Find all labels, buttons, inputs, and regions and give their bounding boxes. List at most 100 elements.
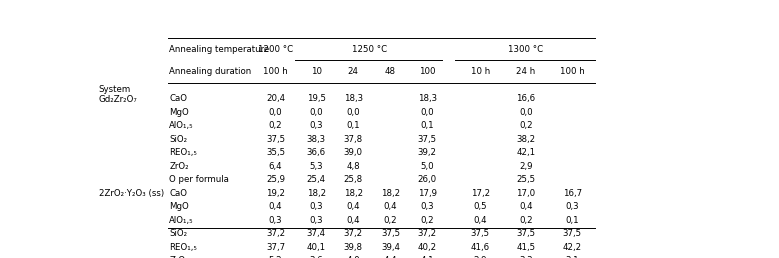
Text: Annealing temperature: Annealing temperature xyxy=(169,45,270,54)
Text: MgO: MgO xyxy=(169,202,189,211)
Text: AlO₁,₅: AlO₁,₅ xyxy=(169,216,194,224)
Text: 39,4: 39,4 xyxy=(381,243,400,252)
Text: 18,2: 18,2 xyxy=(344,189,363,198)
Text: REO₁,₅: REO₁,₅ xyxy=(169,243,197,252)
Text: 17,9: 17,9 xyxy=(418,189,437,198)
Text: 1300 °C: 1300 °C xyxy=(508,45,543,54)
Text: 20,4: 20,4 xyxy=(266,94,285,103)
Text: CaO: CaO xyxy=(169,189,187,198)
Text: 41,6: 41,6 xyxy=(471,243,490,252)
Text: 0,5: 0,5 xyxy=(474,202,487,211)
Text: 37,5: 37,5 xyxy=(562,229,582,238)
Text: 19,5: 19,5 xyxy=(307,94,326,103)
Text: 0,3: 0,3 xyxy=(421,202,434,211)
Text: 3,3: 3,3 xyxy=(520,256,533,258)
Text: 18,3: 18,3 xyxy=(418,94,437,103)
Text: 10 h: 10 h xyxy=(471,67,490,76)
Text: 24: 24 xyxy=(348,67,359,76)
Text: 39,2: 39,2 xyxy=(418,148,437,157)
Text: 2,9: 2,9 xyxy=(520,162,533,171)
Text: 42,2: 42,2 xyxy=(562,243,582,252)
Text: 36,6: 36,6 xyxy=(307,148,326,157)
Text: SiO₂: SiO₂ xyxy=(169,229,187,238)
Text: 18,2: 18,2 xyxy=(381,189,400,198)
Text: 0,1: 0,1 xyxy=(347,121,360,130)
Text: 19,2: 19,2 xyxy=(266,189,285,198)
Text: 0,2: 0,2 xyxy=(384,216,397,224)
Text: 37,5: 37,5 xyxy=(418,134,437,143)
Text: AlO₁,₅: AlO₁,₅ xyxy=(169,121,194,130)
Text: 35,5: 35,5 xyxy=(266,148,285,157)
Text: 1200 °C: 1200 °C xyxy=(258,45,293,54)
Text: 25,9: 25,9 xyxy=(266,175,285,184)
Text: 0,2: 0,2 xyxy=(520,216,533,224)
Text: 0,3: 0,3 xyxy=(269,216,282,224)
Text: SiO₂: SiO₂ xyxy=(169,134,187,143)
Text: System: System xyxy=(99,85,131,94)
Text: 0,0: 0,0 xyxy=(421,108,434,117)
Text: 38,3: 38,3 xyxy=(307,134,326,143)
Text: O per formula: O per formula xyxy=(169,175,229,184)
Text: 0,0: 0,0 xyxy=(520,108,533,117)
Text: 0,2: 0,2 xyxy=(269,121,282,130)
Text: 16,6: 16,6 xyxy=(516,94,536,103)
Text: 37,5: 37,5 xyxy=(266,134,285,143)
Text: 4,8: 4,8 xyxy=(347,162,360,171)
Text: 0,4: 0,4 xyxy=(474,216,487,224)
Text: 10: 10 xyxy=(311,67,322,76)
Text: CaO: CaO xyxy=(169,94,187,103)
Text: 100 h: 100 h xyxy=(560,67,584,76)
Text: 5,0: 5,0 xyxy=(421,162,434,171)
Text: 0,3: 0,3 xyxy=(309,121,323,130)
Text: 37,5: 37,5 xyxy=(381,229,400,238)
Text: 0,3: 0,3 xyxy=(309,216,323,224)
Text: 2,9: 2,9 xyxy=(474,256,487,258)
Text: 37,4: 37,4 xyxy=(307,229,326,238)
Text: 25,8: 25,8 xyxy=(344,175,363,184)
Text: 17,0: 17,0 xyxy=(516,189,536,198)
Text: ZrO₂: ZrO₂ xyxy=(169,162,189,171)
Text: 39,8: 39,8 xyxy=(344,243,363,252)
Text: 100 h: 100 h xyxy=(263,67,288,76)
Text: 40,2: 40,2 xyxy=(418,243,437,252)
Text: 42,1: 42,1 xyxy=(516,148,536,157)
Text: 4,0: 4,0 xyxy=(347,256,360,258)
Text: 0,0: 0,0 xyxy=(269,108,282,117)
Text: 0,2: 0,2 xyxy=(421,216,434,224)
Text: 26,0: 26,0 xyxy=(418,175,437,184)
Text: 0,3: 0,3 xyxy=(566,202,579,211)
Text: 5,2: 5,2 xyxy=(269,256,282,258)
Text: REO₁,₅: REO₁,₅ xyxy=(169,148,197,157)
Text: 0,4: 0,4 xyxy=(520,202,533,211)
Text: 18,3: 18,3 xyxy=(344,94,363,103)
Text: 5,3: 5,3 xyxy=(309,162,323,171)
Text: 4,4: 4,4 xyxy=(384,256,397,258)
Text: 40,1: 40,1 xyxy=(307,243,326,252)
Text: Annealing duration: Annealing duration xyxy=(169,67,252,76)
Text: 39,0: 39,0 xyxy=(344,148,363,157)
Text: 17,2: 17,2 xyxy=(471,189,490,198)
Text: 18,2: 18,2 xyxy=(307,189,326,198)
Text: 100: 100 xyxy=(419,67,435,76)
Text: 0,4: 0,4 xyxy=(384,202,397,211)
Text: 37,8: 37,8 xyxy=(344,134,363,143)
Text: 2ZrO₂·Y₂O₃ (ss): 2ZrO₂·Y₂O₃ (ss) xyxy=(99,189,164,198)
Text: 0,3: 0,3 xyxy=(309,202,323,211)
Text: 0,1: 0,1 xyxy=(421,121,434,130)
Text: 25,5: 25,5 xyxy=(516,175,536,184)
Text: 0,4: 0,4 xyxy=(347,216,360,224)
Text: 25,4: 25,4 xyxy=(307,175,326,184)
Text: 0,2: 0,2 xyxy=(520,121,533,130)
Text: 37,7: 37,7 xyxy=(266,243,285,252)
Text: 16,7: 16,7 xyxy=(562,189,582,198)
Text: MgO: MgO xyxy=(169,108,189,117)
Text: 3,1: 3,1 xyxy=(566,256,579,258)
Text: 37,2: 37,2 xyxy=(266,229,285,238)
Text: 41,5: 41,5 xyxy=(516,243,536,252)
Text: 37,5: 37,5 xyxy=(471,229,490,238)
Text: 4,1: 4,1 xyxy=(421,256,434,258)
Text: 0,4: 0,4 xyxy=(269,202,282,211)
Text: ZrO₂: ZrO₂ xyxy=(169,256,189,258)
Text: 0,4: 0,4 xyxy=(347,202,360,211)
Text: 37,5: 37,5 xyxy=(516,229,536,238)
